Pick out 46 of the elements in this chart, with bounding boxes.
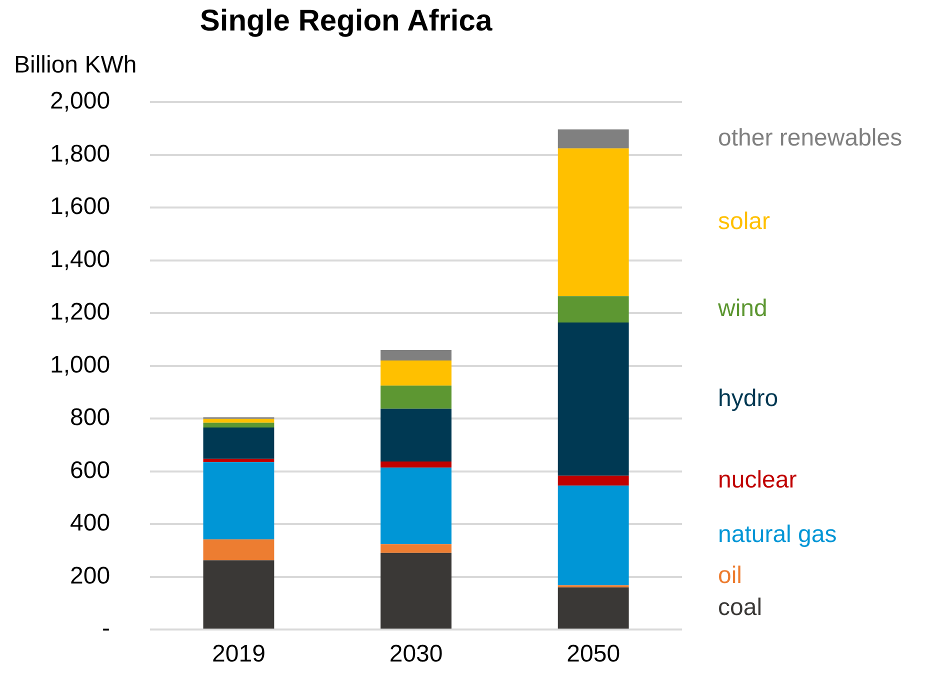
- bar: [558, 587, 629, 629]
- bar: [558, 322, 629, 476]
- text: natural gas: [718, 521, 837, 548]
- text: wind: [717, 294, 768, 322]
- y-tick-label: 1,400: [50, 246, 110, 273]
- bar: [380, 468, 452, 544]
- text: solar: [718, 208, 770, 235]
- text: hydro: [718, 384, 778, 412]
- bar: [203, 539, 274, 560]
- bar: [558, 296, 629, 323]
- text: nuclear: [718, 466, 797, 494]
- y-axis-title: Billion KWh: [14, 52, 137, 79]
- y-tick-label: 1,600: [50, 193, 110, 220]
- bar: [380, 360, 452, 386]
- bar: [203, 428, 274, 459]
- bar: [380, 350, 452, 361]
- chart-title: Single Region Africa: [200, 4, 492, 38]
- text: oil: [718, 562, 742, 590]
- text: other renewables: [718, 124, 902, 152]
- bar: [558, 148, 629, 296]
- bar: [380, 462, 452, 468]
- x-tick-label: 2030: [389, 640, 443, 668]
- text: coal: [718, 594, 762, 622]
- bar: [203, 422, 274, 428]
- bar: [558, 476, 629, 486]
- bar: [203, 462, 274, 540]
- x-tick-label: 2050: [566, 640, 620, 668]
- y-tick-label: 1,000: [50, 351, 110, 378]
- bar: [203, 418, 274, 423]
- y-tick-label: 400: [70, 510, 110, 537]
- y-tick-label: 2,000: [50, 88, 110, 115]
- bar: [380, 408, 452, 462]
- bar: [203, 560, 274, 629]
- bar: [558, 129, 629, 148]
- x-tick-label: 2019: [212, 640, 266, 668]
- y-tick-label: 1,800: [50, 140, 110, 168]
- bar: [380, 544, 452, 553]
- bar: [203, 458, 274, 462]
- y-tick-label: 1,200: [50, 298, 110, 326]
- y-tick-label: 600: [70, 456, 110, 484]
- bar: [380, 552, 452, 629]
- y-tick-label: 200: [70, 562, 110, 590]
- y-tick-label: 800: [70, 404, 110, 432]
- bar: [558, 486, 629, 586]
- y-tick-label: -: [102, 615, 110, 642]
- bar: [380, 386, 452, 409]
